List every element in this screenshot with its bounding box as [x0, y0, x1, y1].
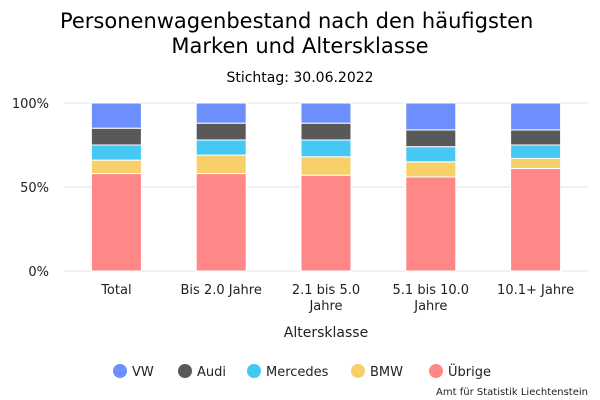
x-axis-ticks: Total Bis 2.0 Jahre 2.1 bis 5.0 Jahre 5.1 bi…: [100, 283, 574, 314]
legend: VW Audi Mercedes BMW Übrige: [113, 363, 491, 380]
bar-segment-bmw: [510, 157, 562, 170]
bar-segment-audi: [300, 122, 352, 141]
y-tick-label: 100%: [12, 97, 49, 112]
bar-segment-übrige: [510, 168, 562, 272]
legend-item: VW: [113, 364, 154, 380]
x-tick-label: 5.1 bis 10.0 Jahre: [393, 283, 470, 314]
bar-segment-vw: [405, 102, 457, 131]
bar-segment-übrige: [90, 173, 142, 272]
legend-item: Mercedes: [247, 364, 329, 380]
x-tick-label: 2.1 bis 5.0 Jahre: [292, 283, 360, 314]
legend-label: Übrige: [448, 363, 491, 380]
legend-label: Mercedes: [266, 365, 329, 380]
bar-segment-mercedes: [195, 139, 247, 156]
bar-segment-mercedes: [90, 144, 142, 161]
bar-segment-übrige: [405, 176, 457, 272]
bar-segment-audi: [195, 122, 247, 141]
bar-segment-audi: [405, 129, 457, 148]
bar-segment-bmw: [300, 156, 352, 176]
x-tick-label: 10.1+ Jahre: [497, 283, 574, 298]
bar-segment-audi: [510, 129, 562, 146]
legend-swatch: [113, 364, 127, 378]
legend-swatch: [351, 364, 365, 378]
legend-item: Übrige: [429, 363, 491, 380]
chart-subtitle: Stichtag: 30.06.2022: [226, 70, 373, 86]
bar-segment-bmw: [195, 154, 247, 175]
bar-segment-audi: [90, 127, 142, 146]
legend-label: Audi: [197, 365, 226, 380]
bar-segment-vw: [510, 102, 562, 131]
bars: [90, 102, 562, 272]
bar-segment-vw: [90, 102, 142, 129]
legend-label: VW: [132, 365, 154, 380]
y-axis-ticks: 0% 50% 100%: [12, 97, 49, 280]
legend-item: BMW: [351, 364, 403, 380]
x-axis-label: Altersklasse: [284, 325, 368, 341]
x-tick-label: Total: [100, 283, 131, 298]
source-credit: Amt für Statistik Liechtenstein: [436, 387, 588, 398]
y-tick-label: 50%: [20, 181, 49, 196]
legend-swatch: [247, 364, 261, 378]
legend-swatch: [429, 364, 443, 378]
bar-segment-vw: [195, 102, 247, 124]
chart-title-line-2: Marken und Altersklasse: [171, 34, 428, 58]
y-tick-label: 0%: [28, 265, 49, 280]
bar-segment-übrige: [300, 174, 352, 272]
bar-segment-bmw: [90, 159, 142, 175]
bar-segment-übrige: [195, 173, 247, 272]
bar-segment-mercedes: [510, 144, 562, 159]
legend-item: Audi: [178, 364, 226, 380]
bar-segment-vw: [300, 102, 352, 124]
x-tick-label: Bis 2.0 Jahre: [181, 283, 262, 298]
bar-segment-bmw: [405, 161, 457, 178]
legend-swatch: [178, 364, 192, 378]
chart-title: Personenwagenbestand nach den häufigsten…: [60, 9, 540, 58]
bar-segment-mercedes: [300, 139, 352, 158]
legend-label: BMW: [370, 365, 403, 380]
chart-title-line-1: Personenwagenbestand nach den häufigsten: [60, 9, 533, 33]
bar-segment-mercedes: [405, 146, 457, 163]
